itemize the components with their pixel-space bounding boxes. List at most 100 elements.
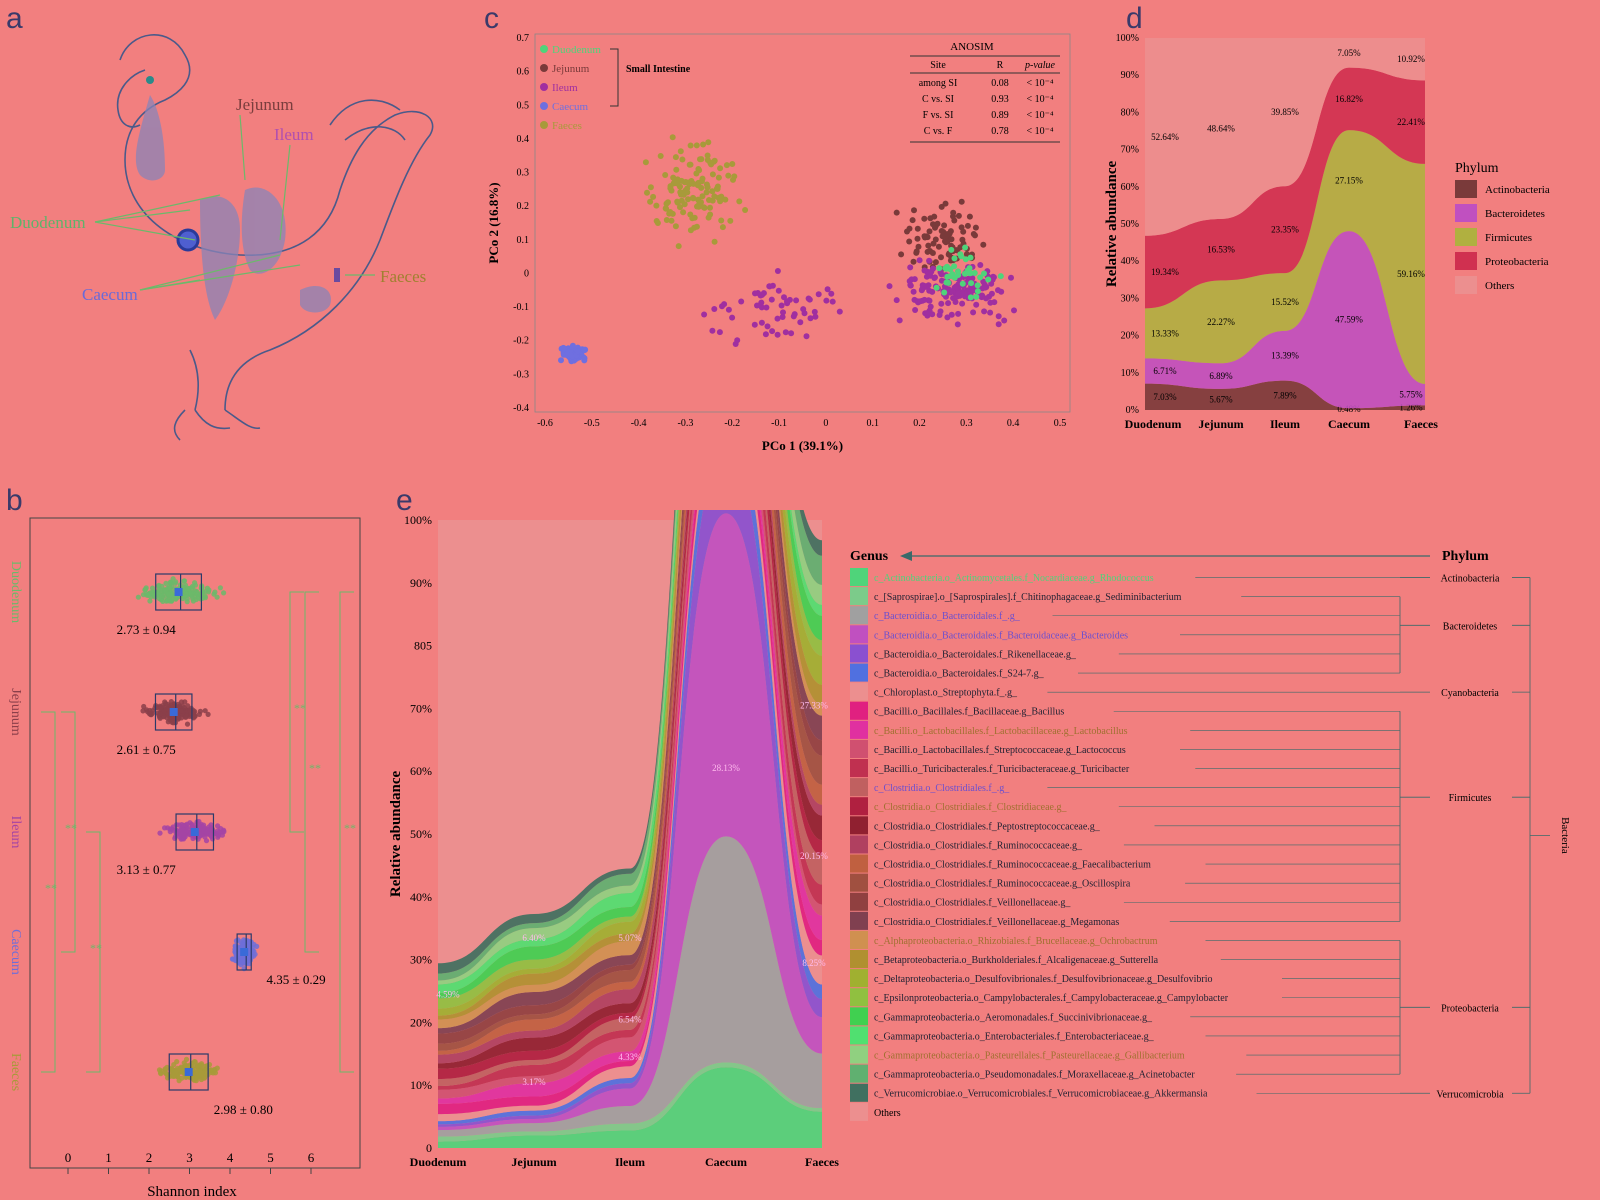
- scatter-point: [912, 307, 919, 313]
- scatter-point: [567, 351, 574, 358]
- scatter-point: [647, 184, 654, 191]
- panel-letter-b: b: [6, 484, 23, 517]
- genus-label: c_Alphaproteobacteria.o_Rhizobiales.f_Br…: [874, 936, 1158, 947]
- group-stat: 2.73 ± 0.94: [117, 622, 177, 637]
- swarm-point: [194, 1070, 200, 1076]
- scatter-point: [974, 282, 981, 289]
- genus-band: [438, 510, 822, 1034]
- phylum-band: [1145, 67, 1425, 309]
- chicken-caecum-dot: [176, 228, 200, 252]
- scatter-point: [947, 228, 954, 235]
- scatter-point: [927, 303, 934, 310]
- legend-label: Ileum: [552, 82, 578, 94]
- genus-swatch: [850, 606, 868, 625]
- genus-band: [438, 836, 822, 1137]
- scatter-point: [723, 162, 730, 169]
- genus-label: c_Clostridia.o_Clostridiales.f_Clostridi…: [874, 802, 1067, 813]
- scatter-point: [677, 204, 683, 211]
- scatter-point: [921, 215, 928, 222]
- swarm-point: [189, 585, 195, 591]
- scatter-point: [700, 204, 707, 211]
- band-label: 23.35%: [1271, 225, 1299, 235]
- label-caecum: Caecum: [82, 285, 138, 304]
- scatter-point: [913, 248, 920, 255]
- scatter-point: [921, 267, 928, 274]
- genus-swatch: [850, 873, 868, 892]
- scatter-point: [966, 265, 973, 272]
- swarm-point: [140, 592, 147, 598]
- anosim-cell: 0.93: [991, 94, 1009, 105]
- scatter-point: [909, 217, 916, 224]
- pointer-lines: [94, 114, 375, 291]
- band-label: 1.26%: [1399, 403, 1423, 413]
- genus-swatch: [850, 854, 868, 873]
- genus-swatch: [850, 930, 868, 949]
- genus-title: Genus: [850, 549, 889, 564]
- scatter-point: [680, 209, 687, 216]
- y-tick-label: 50%: [1121, 219, 1139, 230]
- scatter-point: [672, 223, 679, 230]
- group-label: Caecum: [8, 929, 23, 975]
- scatter-point: [654, 220, 661, 226]
- box: [155, 573, 203, 611]
- scatter-point: [709, 327, 716, 334]
- scatter-point: [729, 161, 736, 167]
- band-label: 5.07%: [618, 933, 642, 943]
- label-faeces: Faeces: [380, 267, 426, 286]
- anosim-cell: among SI: [919, 78, 958, 89]
- scatter-point: [698, 199, 704, 206]
- genus-swatch: [850, 892, 868, 911]
- panel-e-genus: 0 10% 20% 30% 40% 50% 60% 70% 805 90% 100% Relative…: [390, 510, 1571, 1169]
- legend-label: Caecum: [552, 101, 588, 113]
- swarm-point: [181, 578, 187, 584]
- scatter-point: [698, 184, 705, 191]
- x-tick-label: 1: [105, 1150, 112, 1165]
- scatter-point: [927, 215, 934, 222]
- x-tick-label: 0.4: [1007, 418, 1020, 429]
- y-tick-label: 0.7: [517, 33, 530, 44]
- scatter-point: [558, 357, 564, 364]
- genus-label: c_Bacilli.o_Lactobacillales.f_Lactobacil…: [874, 726, 1128, 737]
- swarm-point: [170, 720, 176, 726]
- swarm-point: [165, 719, 171, 725]
- genus-swatch: [850, 797, 868, 816]
- swarm-point: [192, 1059, 198, 1065]
- legend-swatch: [1455, 228, 1477, 246]
- x-axis-label: Shannon index: [147, 1184, 237, 1200]
- genus-label: c_Verrucomicrobiae.o_Verrucomicrobiales.…: [874, 1089, 1208, 1100]
- swarm-point: [163, 580, 169, 586]
- swarm-point: [241, 937, 247, 943]
- band-label: 20.15%: [800, 851, 828, 861]
- anosim-title: ANOSIM: [950, 41, 994, 53]
- anosim-cell: C vs. SI: [922, 94, 954, 105]
- band-label: 27.15%: [1335, 176, 1363, 186]
- scatter-point: [725, 172, 732, 179]
- scatter-point: [951, 274, 958, 281]
- scatter-point: [704, 152, 711, 159]
- group-label: Duodenum: [8, 561, 23, 623]
- scatter-point: [800, 306, 807, 313]
- group-stat: 4.35 ± 0.29: [266, 972, 325, 987]
- swarm-point: [146, 592, 152, 598]
- scatter-point: [1011, 307, 1017, 314]
- scatter-point: [973, 301, 980, 308]
- legend-label: Jejunum: [552, 63, 590, 75]
- swarm-point: [208, 832, 214, 838]
- y-tick-label: 50%: [410, 827, 432, 841]
- genus-swatch: [850, 1064, 868, 1083]
- genus-swatch: [850, 835, 868, 854]
- y-tick-label: 100%: [1116, 33, 1139, 44]
- x-tick-label: 0.3: [960, 418, 973, 429]
- y-tick-label: 0.5: [517, 100, 530, 111]
- genus-swatch: [850, 1007, 868, 1026]
- swarm-point: [179, 1075, 185, 1081]
- scatter-point: [687, 142, 694, 149]
- band-label: 5.67%: [1209, 394, 1233, 404]
- swarm-point: [149, 585, 156, 591]
- swarm-point: [214, 1065, 220, 1071]
- scatter-point: [667, 209, 674, 215]
- band-label: 6.89%: [1209, 371, 1233, 381]
- y-tick-label: 30%: [410, 953, 432, 967]
- swarm-point: [176, 703, 183, 709]
- box: [154, 693, 193, 731]
